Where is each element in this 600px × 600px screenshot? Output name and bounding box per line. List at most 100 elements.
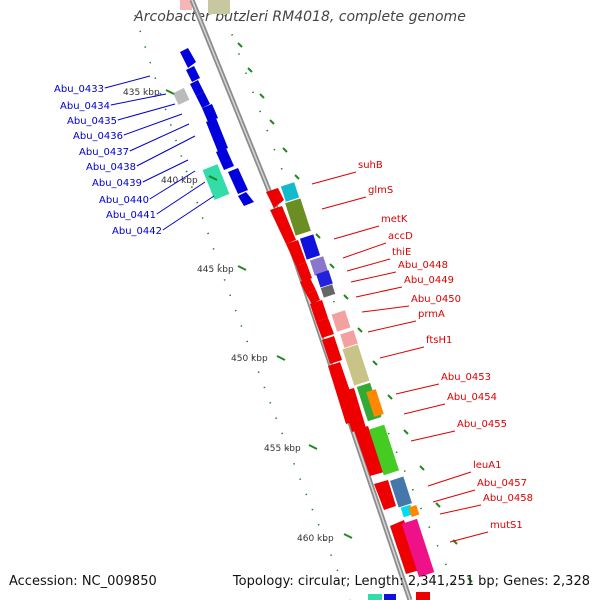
gene-metk-arrow <box>286 240 306 266</box>
genome-summary-text: Topology: circular; Length: 2,341,251 bp… <box>232 574 590 589</box>
leader-line-abu0437 <box>129 123 190 152</box>
leader-line-abu0457 <box>432 489 476 503</box>
gene-leua1-arrow <box>374 480 396 510</box>
gene-abu0450-arrow <box>316 318 334 338</box>
gene-accd-box <box>309 256 329 276</box>
outer-tick-14 <box>435 502 441 508</box>
gene-label-muts1: mutS1 <box>490 520 523 531</box>
gene-suhb-box <box>280 182 300 202</box>
gene-abu0449-box <box>320 284 336 298</box>
gene-top-faded-2 <box>208 0 230 14</box>
gene-abu0458-box <box>408 505 420 517</box>
leader-line-abu0450 <box>361 305 410 313</box>
outer-tick-10 <box>372 360 378 366</box>
leader-line-thie <box>346 258 391 272</box>
leader-line-abu0435 <box>117 103 176 121</box>
gene-abu0437-arrow <box>196 92 210 108</box>
outer-tick-4 <box>282 147 288 153</box>
forward-strand-inner-genes <box>266 188 420 574</box>
gene-label-ftsh1: ftsH1 <box>426 335 452 346</box>
outer-tick-3 <box>269 119 275 125</box>
gene-label-abu0437: Abu_0437 <box>79 147 129 158</box>
ruler-label-4: 455 kbp <box>264 444 301 454</box>
gene-abu0448-arrow <box>306 290 320 304</box>
gene-label-abu0448: Abu_0448 <box>398 260 448 271</box>
gene-abu0453-box <box>342 344 370 386</box>
ruler-major-tick-3 <box>276 355 286 361</box>
gene-abu0455-box <box>368 424 400 476</box>
gene-label-abu0458: Abu_0458 <box>483 493 533 504</box>
outer-tick-11 <box>387 394 393 400</box>
gene-label-abu0457: Abu_0457 <box>477 478 527 489</box>
gene-abu0434-box <box>173 88 190 105</box>
gene-label-abu0440: Abu_0440 <box>99 195 149 206</box>
outer-tick-16 <box>467 577 473 583</box>
gene-bottom-1 <box>368 594 382 600</box>
gene-abu0455-arrow <box>354 426 384 476</box>
left-label-layer: Abu_0433 Abu_0434 Abu_0435 Abu_0436 Abu_0437… <box>54 75 215 237</box>
gene-label-abu0454: Abu_0454 <box>447 392 497 403</box>
ruler-major-tick-1 <box>208 175 218 181</box>
outer-ruler-dots <box>224 14 463 600</box>
gene-label-glms: glmS <box>368 185 393 196</box>
gene-prma-box <box>331 310 351 332</box>
ruler-label-3: 450 kbp <box>231 354 268 364</box>
outer-tick-2 <box>259 93 265 99</box>
leader-line-abu0434 <box>110 93 167 106</box>
leader-line-abu0439 <box>142 159 189 183</box>
leader-line-abu0449 <box>355 286 403 298</box>
gene-label-abu0439: Abu_0439 <box>92 178 142 189</box>
gene-abu0439-arrow <box>206 118 228 152</box>
leader-line-abu0453 <box>395 383 440 395</box>
gene-label-abu0433: Abu_0433 <box>54 84 104 95</box>
forward-strand-outer-genes <box>280 182 435 578</box>
outer-tick-8 <box>343 294 349 300</box>
gene-abu0440b-box <box>202 164 230 200</box>
gene-abu0449-arrow <box>310 300 328 322</box>
outer-tick-9 <box>357 327 363 333</box>
ruler-major-tick-0 <box>165 89 175 95</box>
outer-tick-12 <box>403 429 409 435</box>
gene-label-abu0438: Abu_0438 <box>86 162 136 173</box>
leader-line-ftsh1 <box>379 346 425 359</box>
gene-label-abu0441: Abu_0441 <box>106 210 156 221</box>
reverse-strand-genes <box>173 48 254 206</box>
gene-leua1-box <box>390 476 412 508</box>
ruler-major-tick-2 <box>237 265 247 271</box>
leader-line-abu0448 <box>350 271 397 283</box>
gene-glms-box <box>285 198 311 236</box>
leader-line-accd <box>342 242 387 259</box>
gene-suhb-arrow <box>266 188 284 208</box>
ruler-major-tick-4 <box>308 444 318 450</box>
leader-line-suhb <box>311 171 357 185</box>
outer-tick-0 <box>237 42 243 48</box>
leader-line-abu0440 <box>149 170 196 200</box>
leader-line-leua1 <box>427 471 472 487</box>
outer-tick-5 <box>294 174 300 180</box>
gene-abu0442-arrow <box>238 192 254 206</box>
ruler-label-5: 460 kbp <box>297 534 334 544</box>
gene-label-metk: metK <box>381 214 408 225</box>
gene-label-abu0436: Abu_0436 <box>73 131 123 142</box>
gene-metk-box <box>299 234 321 260</box>
gene-label-abu0450: Abu_0450 <box>411 294 461 305</box>
gene-mutS1-arrow <box>390 520 420 574</box>
gene-mutS1-box <box>401 518 435 578</box>
gene-label-abu0453: Abu_0453 <box>441 372 491 383</box>
outer-tick-7 <box>329 263 335 269</box>
accession-text: Accession: NC_009850 <box>9 574 157 589</box>
gene-abu0435-arrow <box>186 66 200 82</box>
outer-tick-6 <box>315 233 321 239</box>
outer-tick-13 <box>419 465 425 471</box>
gene-label-abu0449: Abu_0449 <box>404 275 454 286</box>
gene-accd-arrow <box>296 262 312 282</box>
gene-ftsh1-box <box>340 330 358 348</box>
gene-thie-box <box>316 270 333 288</box>
gene-label-suhb: suhB <box>358 160 383 171</box>
outer-tick-1 <box>247 67 253 73</box>
gene-prma-arrow <box>322 336 342 364</box>
gene-abu0438-arrow <box>202 104 218 122</box>
leader-line-abu0433 <box>104 75 151 89</box>
leader-line-abu0436 <box>123 113 183 136</box>
right-label-layer: suhB glmS metK accD thiE Abu_0448 Abu_0449 Abu_… <box>311 160 533 543</box>
